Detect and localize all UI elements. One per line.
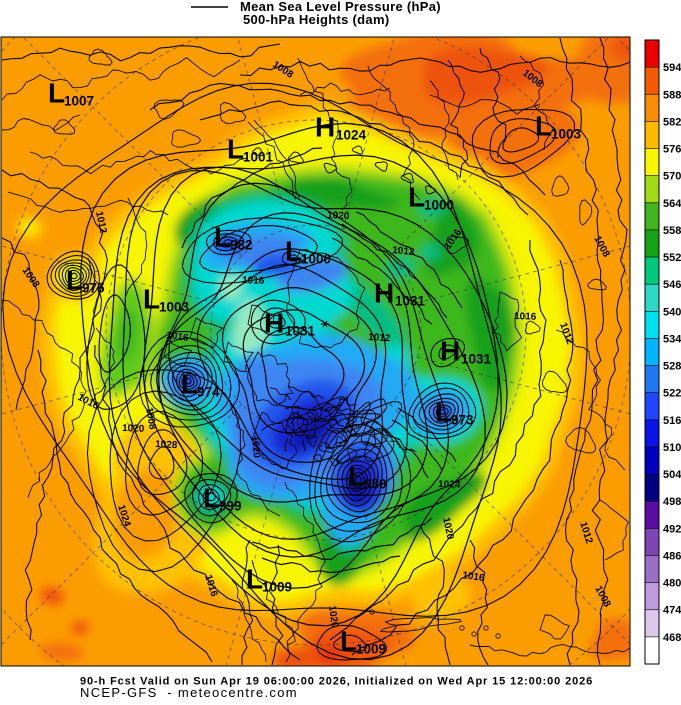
svg-text:1012: 1012 <box>368 332 391 344</box>
svg-text:1024: 1024 <box>438 479 461 491</box>
svg-text:498: 498 <box>663 496 681 508</box>
svg-text:L: L <box>143 284 160 315</box>
svg-text:1031: 1031 <box>395 294 426 309</box>
svg-text:1000: 1000 <box>301 252 331 267</box>
svg-text:492: 492 <box>663 523 681 535</box>
svg-text:1008: 1008 <box>143 407 158 431</box>
svg-text:1009: 1009 <box>356 642 386 657</box>
svg-text:1003: 1003 <box>551 127 582 142</box>
svg-text:582: 582 <box>663 116 681 128</box>
svg-text:L: L <box>348 461 365 492</box>
svg-text:546: 546 <box>663 279 681 291</box>
svg-text:Mean Sea Level Pressure (hPa): Mean Sea Level Pressure (hPa) <box>240 0 441 14</box>
svg-text:1020: 1020 <box>122 423 145 435</box>
svg-text:L: L <box>246 564 263 595</box>
svg-text:976: 976 <box>82 281 105 296</box>
svg-text:L: L <box>203 483 220 514</box>
svg-text:516: 516 <box>663 415 681 427</box>
svg-text:594: 594 <box>663 62 681 74</box>
svg-text:L: L <box>66 265 83 296</box>
svg-text:552: 552 <box>663 252 681 264</box>
svg-text:1012: 1012 <box>392 245 416 258</box>
svg-text:L: L <box>227 134 244 165</box>
svg-text:999: 999 <box>219 499 242 514</box>
svg-text:L: L <box>48 78 65 109</box>
svg-text:L: L <box>181 369 198 400</box>
svg-text:486: 486 <box>663 550 681 562</box>
svg-text:1016: 1016 <box>242 275 265 287</box>
svg-text:522: 522 <box>663 388 681 400</box>
svg-text:1016: 1016 <box>514 311 537 323</box>
svg-text:468: 468 <box>663 632 681 644</box>
svg-text:982: 982 <box>230 238 253 253</box>
svg-text:1016: 1016 <box>166 330 190 344</box>
svg-text:1007: 1007 <box>64 94 94 109</box>
svg-text:1020: 1020 <box>326 605 340 629</box>
svg-text:534: 534 <box>663 333 681 345</box>
svg-text:500-hPa Heights (dam): 500-hPa Heights (dam) <box>243 12 389 27</box>
svg-text:1031: 1031 <box>461 352 492 367</box>
svg-text:1003: 1003 <box>159 300 190 315</box>
svg-text:588: 588 <box>663 89 681 101</box>
svg-text:90-h Fcst Valid on Sun Apr 19: 90-h Fcst Valid on Sun Apr 19 06:00:00 2… <box>80 676 593 688</box>
svg-text:1009: 1009 <box>262 580 292 595</box>
svg-text:1028: 1028 <box>155 439 178 451</box>
svg-text:570: 570 <box>663 171 681 183</box>
svg-text:1001: 1001 <box>243 150 274 165</box>
svg-text:540: 540 <box>663 306 681 318</box>
svg-text:NCEP-GFS - meteocentre.com: NCEP-GFS - meteocentre.com <box>80 685 298 700</box>
svg-text:564: 564 <box>663 198 681 210</box>
svg-text:1020: 1020 <box>440 516 455 540</box>
svg-text:510: 510 <box>663 442 681 454</box>
svg-text:528: 528 <box>663 361 681 373</box>
svg-text:474: 474 <box>663 605 681 617</box>
svg-text:1012: 1012 <box>93 210 108 234</box>
svg-text:1016: 1016 <box>462 570 486 584</box>
svg-text:480: 480 <box>663 578 681 590</box>
svg-text:558: 558 <box>663 225 681 237</box>
svg-text:504: 504 <box>663 469 681 481</box>
svg-text:L: L <box>535 111 552 142</box>
svg-text:1031: 1031 <box>285 324 316 339</box>
svg-text:H: H <box>374 278 394 309</box>
svg-text:L: L <box>340 626 357 657</box>
svg-text:1024: 1024 <box>336 128 367 143</box>
svg-text:1020: 1020 <box>327 210 350 222</box>
svg-text:L: L <box>285 236 302 267</box>
svg-text:980: 980 <box>364 477 387 492</box>
svg-text:973: 973 <box>451 413 474 428</box>
svg-text:1000: 1000 <box>424 198 454 213</box>
svg-text:L: L <box>214 222 231 253</box>
svg-text:H: H <box>264 308 284 339</box>
svg-text:1020: 1020 <box>249 435 262 459</box>
svg-text:H: H <box>440 336 460 367</box>
svg-text:974: 974 <box>197 385 220 400</box>
svg-text:L: L <box>408 182 425 213</box>
svg-text:L: L <box>435 397 452 428</box>
svg-text:576: 576 <box>663 144 681 156</box>
svg-text:H: H <box>315 112 335 143</box>
